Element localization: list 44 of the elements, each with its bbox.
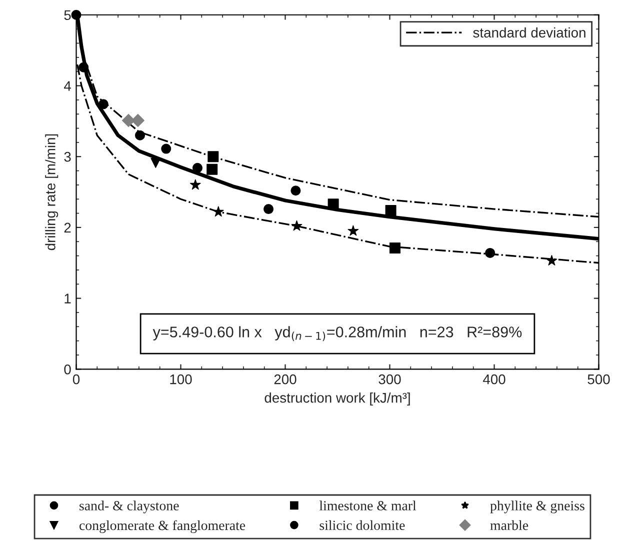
point: [206, 164, 218, 175]
legend-label: phyllite & gneiss: [490, 500, 584, 514]
point: [208, 151, 219, 162]
y-tick-label: 5: [64, 10, 71, 20]
y-tick-label: 3: [64, 152, 71, 162]
legend-label: sand- & claystone: [80, 500, 179, 514]
point: [134, 130, 146, 140]
point: [546, 255, 558, 266]
point: [98, 99, 108, 110]
legend-label: silicic dolomite: [320, 520, 405, 530]
annotation: y=5.49-0.60 ln x yd$_{(n−1)}$=0.28m/min n=23 R²=89%: [152, 326, 522, 342]
legend-label: standard deviation: [473, 27, 586, 38]
legend-label: conglomerate & fanglomerate: [80, 520, 246, 533]
point: [264, 204, 274, 214]
point: [71, 10, 82, 20]
point: [122, 114, 136, 128]
x-tick-label: 300: [378, 374, 401, 384]
y-tick-label: 0: [64, 364, 71, 374]
x-tick-label: 500: [588, 374, 610, 384]
y-tick-label: 2: [64, 222, 71, 232]
point: [389, 242, 400, 254]
point: [212, 206, 224, 217]
y-tick-label: 4: [64, 81, 71, 91]
x-tick-label: 100: [170, 374, 192, 384]
x-tick-label: 200: [274, 374, 296, 384]
point: [150, 158, 161, 168]
point: [348, 225, 359, 236]
point: [192, 162, 202, 173]
x-axis-title: destruction work [kJ/m³]: [264, 392, 410, 406]
point: [291, 220, 302, 231]
y-axis-title: drilling rate [m/min]: [45, 134, 58, 250]
point: [131, 114, 144, 128]
point: [385, 204, 396, 216]
point: [161, 144, 172, 154]
point: [485, 248, 496, 258]
legend-label: limestone & marl: [319, 500, 416, 510]
point: [290, 186, 301, 196]
legend-label: marble: [490, 520, 528, 530]
x-tick-label: 400: [482, 374, 506, 384]
y-tick-label: 1: [64, 294, 71, 304]
x-tick-label: 0: [72, 374, 80, 384]
point: [78, 62, 89, 72]
point: [328, 198, 339, 210]
point: [190, 179, 201, 190]
